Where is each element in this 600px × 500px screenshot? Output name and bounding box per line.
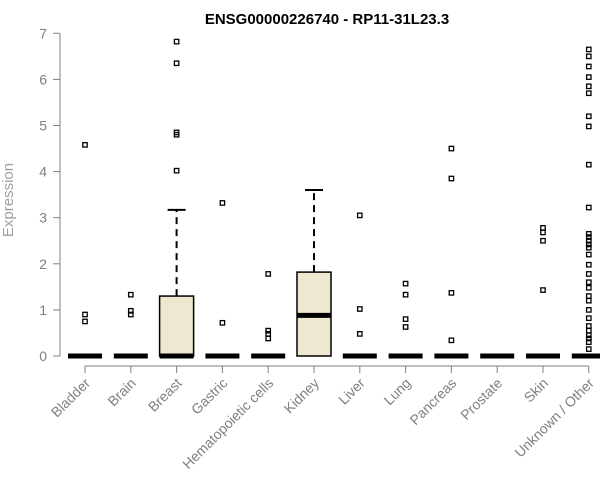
box-group — [388, 280, 423, 359]
outlier-point — [356, 306, 363, 312]
outlier-point — [540, 287, 546, 293]
outlier-point — [82, 142, 88, 148]
outlier-point — [585, 123, 592, 130]
outlier-point — [585, 53, 592, 60]
outlier-point — [585, 230, 592, 237]
box-group — [434, 145, 469, 359]
outlier-point — [585, 335, 592, 342]
outlier-point — [82, 311, 88, 318]
outlier-point — [173, 167, 180, 174]
x-tick-label: Pancreas — [406, 375, 459, 428]
x-tick-label: Prostate — [457, 375, 505, 423]
outlier-point — [402, 324, 409, 330]
y-tick-label: 5 — [39, 118, 47, 134]
outlier-point — [585, 315, 592, 322]
x-tick-label: Lung — [380, 375, 413, 408]
outlier-point — [585, 271, 592, 277]
outlier-point — [585, 74, 592, 80]
outlier-point — [585, 251, 592, 258]
outlier-point — [448, 175, 455, 182]
chart-title: ENSG00000226740 - RP11-31L23.3 — [205, 11, 449, 28]
outlier-point — [585, 284, 592, 291]
outlier-point — [219, 319, 226, 326]
y-tick-label: 3 — [39, 210, 47, 226]
y-axis: 0 1 2 3 4 5 6 7 — [39, 25, 61, 364]
outlier-point — [585, 327, 592, 334]
outlier-point — [585, 346, 592, 352]
x-tick-label: Unknown / Other — [511, 375, 597, 461]
outlier-point — [265, 335, 272, 342]
outlier-point — [585, 90, 592, 97]
box-group — [68, 142, 102, 359]
outlier-point — [173, 60, 180, 67]
outlier-point — [356, 212, 363, 219]
outlier-point — [265, 271, 272, 277]
y-tick-label: 4 — [39, 164, 47, 180]
outlier-point — [585, 204, 592, 211]
x-tick-label: Skin — [521, 375, 552, 406]
outlier-point — [585, 339, 592, 346]
outlier-point — [585, 113, 592, 120]
x-tick-label: Kidney — [281, 375, 323, 417]
y-tick-label: 7 — [39, 25, 47, 41]
y-tick-label: 0 — [39, 348, 47, 364]
box-group — [113, 291, 148, 359]
outlier-point — [127, 311, 134, 318]
x-tick-label: Gastric — [188, 375, 231, 418]
outlier-point — [585, 307, 592, 313]
boxes — [68, 38, 600, 359]
box-group — [205, 200, 240, 359]
box-group — [251, 271, 286, 359]
outlier-point — [402, 316, 409, 322]
outlier-point — [82, 318, 88, 325]
y-tick-label: 2 — [39, 256, 47, 272]
outlier-point — [173, 131, 180, 138]
outlier-point — [356, 331, 363, 337]
x-tick-label: Breast — [145, 375, 185, 415]
outlier-point — [448, 337, 455, 344]
box-group — [296, 189, 332, 357]
outlier-point — [585, 279, 592, 286]
outlier-point — [448, 145, 455, 152]
outlier-point — [173, 38, 180, 45]
outlier-point — [585, 63, 592, 70]
outlier-point — [585, 293, 592, 299]
outlier-point — [585, 237, 592, 244]
outlier-point — [402, 280, 409, 287]
outlier-point — [585, 234, 592, 240]
outlier-point — [402, 291, 409, 298]
outlier-point — [540, 224, 546, 231]
box-group — [158, 38, 195, 359]
outlier-point — [585, 332, 592, 339]
outlier-point — [265, 327, 272, 334]
outlier-point — [540, 229, 546, 236]
x-tick-label: Liver — [335, 375, 368, 408]
outlier-point — [127, 307, 134, 314]
outlier-point — [585, 161, 592, 168]
outlier-point — [540, 237, 546, 244]
x-tick-label: Brain — [104, 375, 138, 409]
box-group — [526, 224, 560, 359]
x-tick-label: Hematopoietic cells — [179, 375, 276, 472]
outlier-point — [127, 291, 134, 298]
x-tick-label: Bladder — [48, 375, 94, 421]
y-axis-label: Expression — [0, 163, 17, 237]
box-group — [571, 46, 600, 359]
outlier-point — [448, 289, 455, 296]
outlier-point — [585, 244, 592, 251]
outlier-point — [585, 323, 592, 329]
y-tick-label: 1 — [39, 302, 47, 318]
box-group — [342, 212, 377, 359]
outlier-point — [585, 46, 592, 53]
outlier-point — [585, 83, 592, 90]
outlier-point — [219, 200, 226, 206]
outlier-point — [585, 241, 592, 248]
y-tick-label: 6 — [39, 71, 47, 87]
outlier-point — [585, 261, 592, 268]
outlier-point — [585, 297, 592, 304]
box — [158, 295, 195, 357]
